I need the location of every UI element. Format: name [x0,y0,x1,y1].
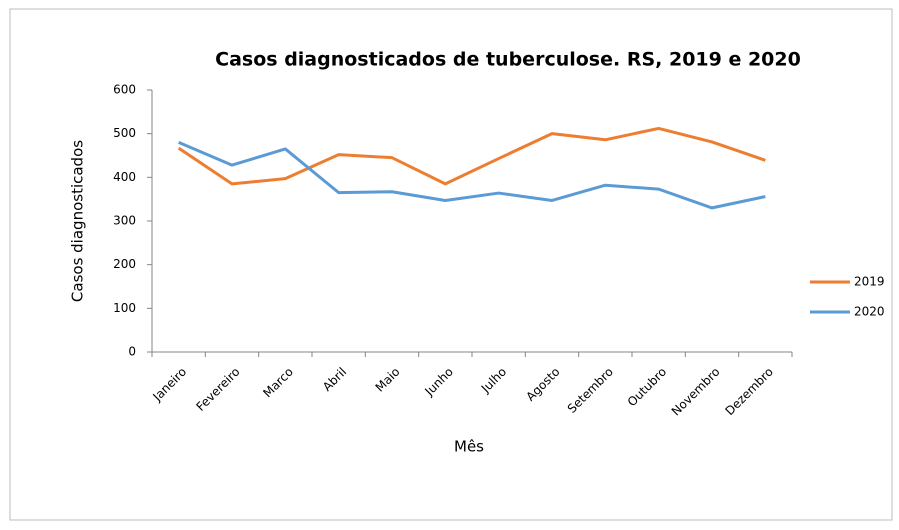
y-tick-label: 300 [113,214,136,228]
y-tick-label: 400 [113,170,136,184]
series-line [177,126,766,186]
legend-label: 2020 [854,305,885,319]
y-tick-label: 500 [113,126,136,140]
chart-title: Casos diagnosticados de tuberculose. RS,… [215,49,801,71]
y-tick-label: 0 [128,345,136,359]
y-axis-title: Casos diagnosticados [69,140,87,302]
y-tick-label: 200 [113,257,136,271]
x-axis-title: Mês [454,438,484,456]
legend-label: 2019 [854,275,885,289]
y-tick-label: 100 [113,301,136,315]
chart-frame [9,8,893,521]
series-line [178,141,766,210]
y-tick-label: 600 [113,83,136,97]
